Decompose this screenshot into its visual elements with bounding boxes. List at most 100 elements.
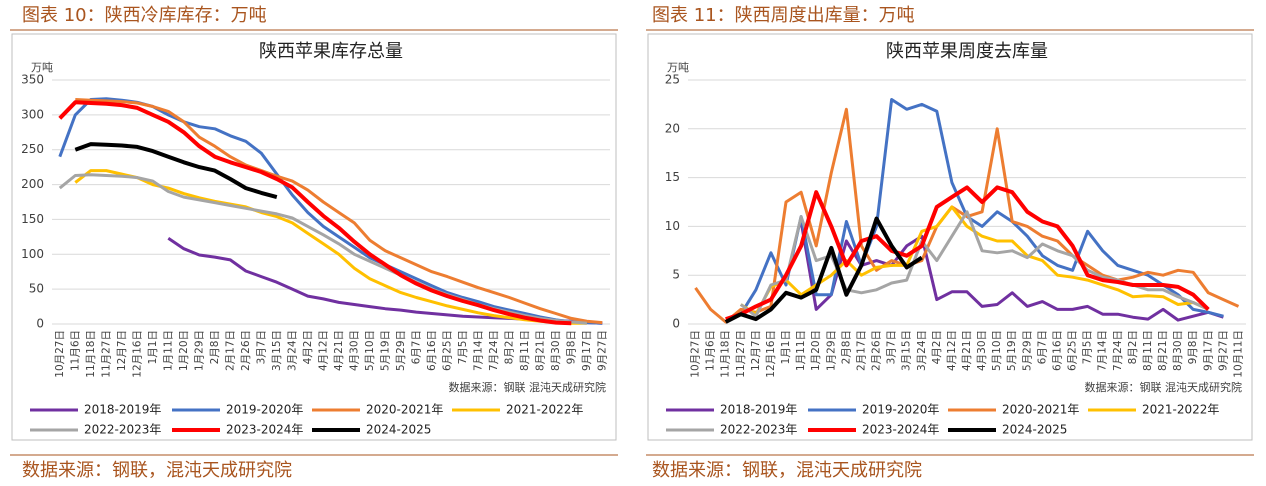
x-tick-label: 7月14日: [472, 330, 484, 371]
x-tick-label: 1月29日: [193, 330, 205, 371]
x-tick-label: 9月8日: [565, 330, 577, 364]
series-line: [725, 185, 1210, 322]
x-tick-label: 7月14日: [1097, 330, 1109, 371]
y-tick-label: 25: [665, 73, 680, 87]
y-unit: 万吨: [31, 61, 53, 74]
x-tick-label: 7月24日: [488, 330, 500, 371]
x-tick-label: 6月25日: [441, 330, 453, 371]
x-tick-label: 5月10日: [364, 330, 376, 371]
x-tick-label: 1月11日: [795, 330, 807, 371]
x-tick-label: 3月24日: [916, 330, 928, 371]
x-tick-label: 11月27日: [735, 330, 747, 378]
x-tick-label: 4月12日: [317, 330, 329, 371]
x-tick-label: 9月17日: [581, 330, 593, 371]
x-tick-label: 1月20日: [178, 330, 190, 371]
x-tick-label: 5月29日: [395, 330, 407, 371]
chart-title: 陕西苹果库存总量: [259, 41, 403, 62]
x-tick-label: 7月5日: [1082, 330, 1094, 364]
x-tick-label: 11月6日: [705, 330, 717, 371]
legend-label: 2024-2025: [1002, 423, 1067, 437]
x-tick-label: 11月6日: [69, 330, 81, 371]
legend-label: 2023-2024年: [226, 423, 303, 437]
legend-label: 2019-2020年: [862, 403, 939, 417]
y-tick-label: 200: [21, 177, 44, 191]
x-tick-label: 9月27日: [596, 330, 608, 371]
x-tick-label: 4月21日: [333, 330, 345, 371]
annotation: 数据来源：钢联 混沌天成研究院: [449, 380, 607, 394]
legend-label: 2022-2023年: [84, 423, 161, 437]
y-tick-label: 20: [665, 121, 680, 135]
x-tick-label: 6月7日: [1036, 330, 1048, 364]
x-tick-label: 12月7日: [750, 330, 762, 371]
legend-label: 2018-2019年: [720, 403, 797, 417]
x-tick-label: 6月7日: [410, 330, 422, 364]
x-tick-label: 8月21日: [534, 330, 546, 371]
x-tick-label: 8月11日: [519, 330, 531, 371]
legend-label: 2023-2024年: [862, 423, 939, 437]
y-tick-label: 5: [672, 268, 680, 282]
x-tick-label: 11月18日: [720, 330, 732, 378]
x-tick-label: 1月1日: [780, 330, 792, 364]
x-tick-label: 12月7日: [116, 330, 128, 371]
legend-label: 2019-2020年: [226, 403, 303, 417]
source: 数据来源：钢联，混沌天成研究院: [22, 460, 292, 481]
x-tick-label: 5月10日: [991, 330, 1003, 371]
x-tick-label: 10月27日: [690, 330, 702, 378]
x-tick-label: 11月18日: [85, 330, 97, 378]
x-tick-label: 8月2日: [1127, 330, 1139, 364]
x-tick-label: 4月30日: [976, 330, 988, 371]
x-tick-label: 9月17日: [1202, 330, 1214, 371]
x-tick-label: 2月17日: [855, 330, 867, 371]
x-tick-label: 10月27日: [54, 330, 66, 378]
x-tick-label: 9月8日: [1187, 330, 1199, 364]
x-tick-label: 4月2日: [302, 330, 314, 364]
legend-label: 2024-2025: [366, 423, 431, 437]
legend-label: 2018-2019年: [84, 403, 161, 417]
x-tick-label: 8月30日: [550, 330, 562, 371]
x-tick-label: 4月12日: [946, 330, 958, 371]
x-tick-label: 1月1日: [147, 330, 159, 364]
x-tick-label: 6月25日: [1067, 330, 1079, 371]
y-tick-label: 350: [21, 73, 44, 87]
x-tick-label: 4月21日: [961, 330, 973, 371]
x-tick-label: 5月19日: [1006, 330, 1018, 371]
legend-label: 2020-2021年: [366, 403, 443, 417]
y-tick-label: 15: [665, 170, 680, 184]
caption: 图表 11：陕西周度出库量：万吨: [652, 5, 915, 26]
x-tick-label: 10月11日: [1232, 330, 1244, 378]
series-line: [799, 221, 1224, 322]
source: 数据来源：钢联，混沌天成研究院: [652, 460, 922, 481]
caption: 图表 10：陕西冷库库存：万吨: [22, 5, 267, 26]
annotation: 数据来源：钢联 混沌天成研究院: [1085, 380, 1243, 394]
x-tick-label: 12月16日: [765, 330, 777, 378]
x-tick-label: 7月24日: [1112, 330, 1124, 371]
y-unit: 万吨: [667, 61, 689, 74]
y-tick-label: 0: [36, 317, 44, 331]
series-line: [74, 142, 278, 200]
x-tick-label: 7月5日: [457, 330, 469, 364]
y-tick-label: 150: [21, 212, 44, 226]
x-tick-label: 8月30日: [1172, 330, 1184, 371]
series-line: [75, 98, 603, 325]
y-tick-label: 0: [672, 317, 680, 331]
y-tick-label: 10: [665, 219, 680, 233]
x-tick-label: 2月26日: [240, 330, 252, 371]
x-tick-label: 3月15日: [901, 330, 913, 371]
x-tick-label: 3月15日: [271, 330, 283, 371]
legend-label: 2021-2022年: [506, 403, 583, 417]
x-tick-label: 1月29日: [825, 330, 837, 371]
series-line: [694, 107, 1240, 324]
series-line: [724, 216, 923, 324]
x-tick-label: 4月30日: [348, 330, 360, 371]
x-tick-label: 2月8日: [840, 330, 852, 364]
legend-label: 2021-2022年: [1142, 403, 1219, 417]
x-tick-label: 11月27日: [100, 330, 112, 378]
x-tick-label: 2月17日: [224, 330, 236, 371]
x-tick-label: 3月24日: [286, 330, 298, 371]
x-tick-label: 9月27日: [1217, 330, 1229, 371]
y-tick-label: 250: [21, 142, 44, 156]
x-tick-label: 3月7日: [886, 330, 898, 364]
y-tick-label: 50: [29, 282, 44, 296]
x-tick-label: 8月2日: [503, 330, 515, 364]
